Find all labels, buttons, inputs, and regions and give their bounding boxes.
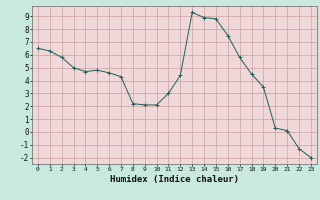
X-axis label: Humidex (Indice chaleur): Humidex (Indice chaleur) xyxy=(110,175,239,184)
